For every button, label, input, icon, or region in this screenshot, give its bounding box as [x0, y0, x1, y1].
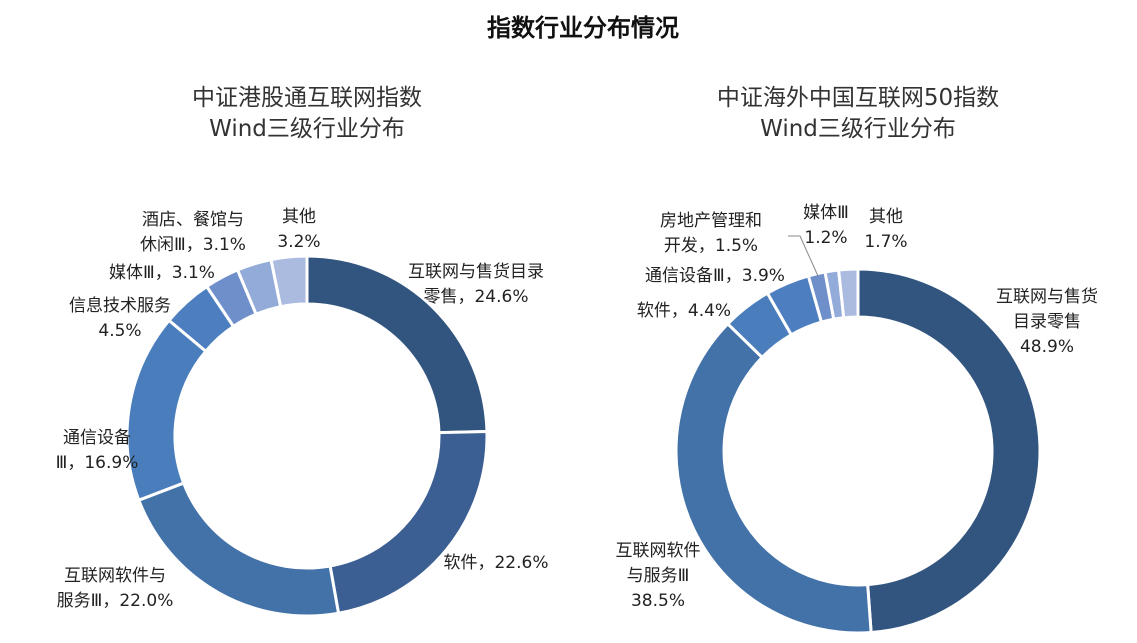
slice-label: 软件，22.6%	[443, 553, 548, 573]
donut-slice	[269, 254, 309, 309]
slice-label: 3.2%	[277, 232, 320, 252]
donut-slice	[328, 429, 489, 615]
slice-label: 互联网与售货目录	[408, 262, 544, 282]
slice-label: 媒体Ⅲ	[803, 203, 849, 223]
figure-title: 指数行业分布情况	[487, 14, 679, 42]
slice-label: 与服务Ⅲ	[627, 566, 690, 586]
slice-label: 其他	[282, 207, 316, 227]
donut-slice	[674, 321, 873, 635]
donut-slice	[856, 267, 1042, 635]
slice-label: 1.2%	[804, 228, 847, 248]
slice-label: 媒体Ⅲ，3.1%	[109, 263, 215, 283]
slice-label: 38.5%	[631, 591, 685, 611]
slice-label: 休闲Ⅲ，3.1%	[140, 235, 246, 255]
slice-label: 零售，24.6%	[423, 287, 528, 307]
slice-label: 开发，1.5%	[664, 236, 758, 256]
slice-label: 信息技术服务	[69, 296, 171, 316]
leader-line	[788, 235, 819, 277]
slice-label: 48.9%	[1020, 337, 1074, 357]
slice-label: 通信设备Ⅲ，3.9%	[645, 266, 785, 286]
slice-label: 酒店、餐馆与	[142, 210, 244, 230]
slice-label: 软件，4.4%	[637, 301, 731, 321]
slice-label: 通信设备	[63, 428, 131, 448]
slice-label: 互联网与售货	[996, 287, 1098, 307]
slice-label: 4.5%	[98, 321, 141, 341]
slice-label: 服务Ⅲ，22.0%	[57, 591, 174, 611]
chart-title-line: Wind三级行业分布	[760, 116, 956, 142]
slice-label: 1.7%	[864, 232, 907, 252]
donut-slice	[836, 267, 860, 320]
slice-label: 房地产管理和	[660, 211, 762, 231]
slice-label: 互联网软件与	[64, 566, 166, 586]
donut-slice	[305, 254, 489, 435]
chart-title-line: 中证海外中国互联网50指数	[717, 85, 999, 111]
slice-label: Ⅲ，16.9%	[56, 453, 139, 473]
slice-label: 目录零售	[1013, 312, 1081, 332]
slice-label: 互联网软件	[616, 541, 701, 561]
chart-title-line: 中证港股通互联网指数	[192, 85, 422, 111]
chart-title-line: Wind三级行业分布	[209, 116, 405, 142]
donut-slice	[125, 318, 208, 503]
slice-label: 其他	[869, 207, 903, 227]
